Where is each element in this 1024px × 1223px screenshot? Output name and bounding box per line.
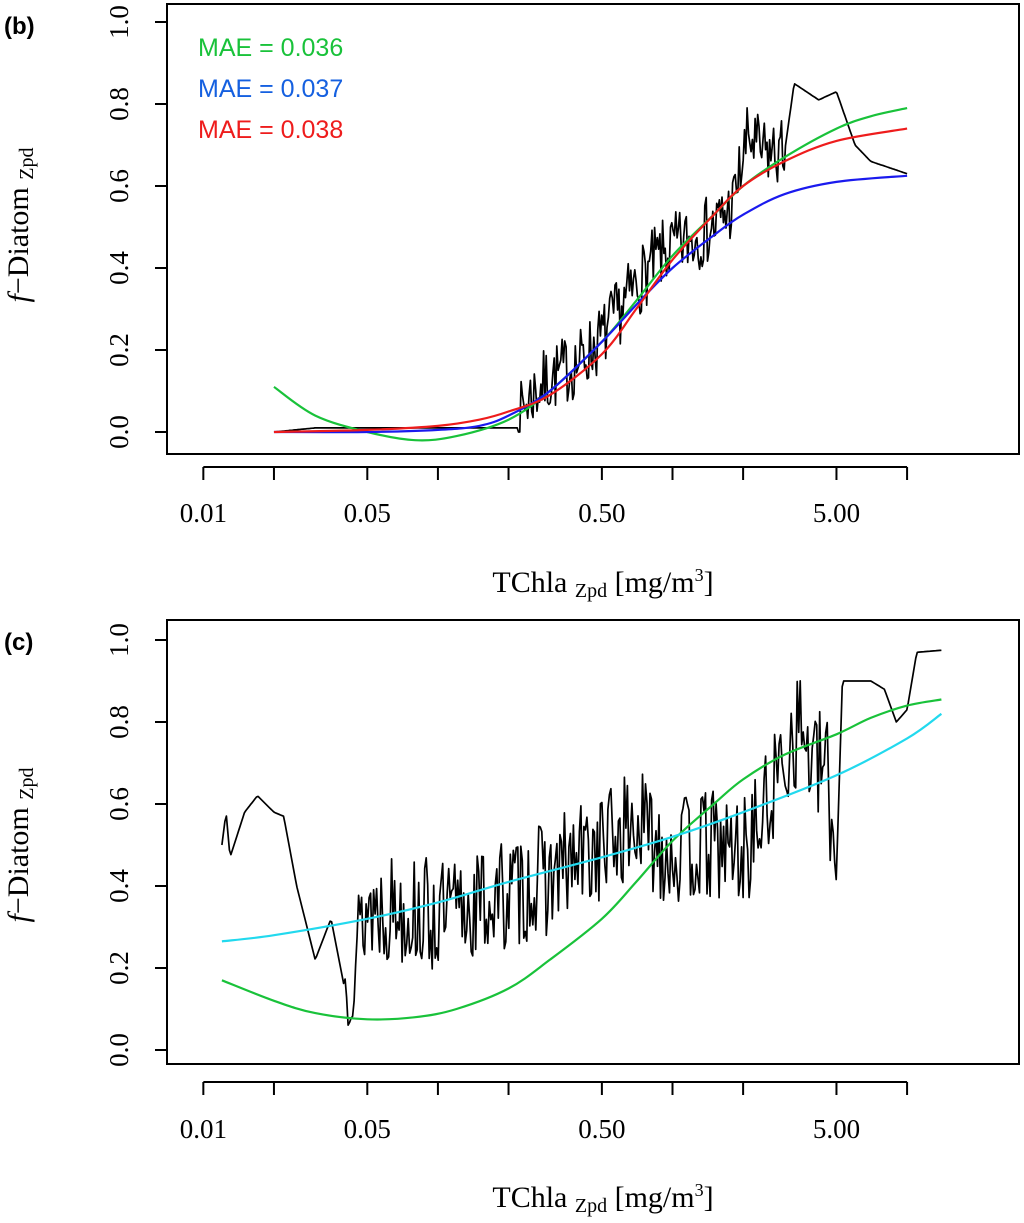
y-tick-label: 0.6 (104, 787, 134, 821)
y-tick-label: 1.0 (104, 5, 134, 39)
x-title-close: ] (704, 1181, 714, 1214)
x-axis: 0.01 0.05 0.50 5.00 (180, 1081, 909, 1144)
y-title-sub: Zpd (16, 148, 38, 180)
plot-area (273, 83, 908, 442)
x-title-main: TChla (492, 1181, 575, 1214)
series-line-fit-3 (273, 127, 908, 434)
x-title-sub: Zpd (575, 580, 607, 602)
y-axis-title: f−Diatom Zpd (2, 768, 38, 923)
panel-0: (b) 0.0 0.2 0.4 0.6 0.8 1.0 0.01 0.05 0.50 5.00 TCh… (2, 3, 1020, 602)
x-tick-label: 5.00 (813, 498, 860, 528)
y-tick-label: 1.0 (104, 623, 134, 657)
x-tick-label: 0.01 (180, 1114, 227, 1144)
x-title-sub: Zpd (575, 1195, 607, 1217)
x-axis: 0.01 0.05 0.50 5.00 (180, 466, 909, 528)
panel-label: (b) (4, 13, 35, 40)
y-tick-label: 0.6 (104, 169, 134, 203)
x-tick-label: 0.05 (344, 1114, 391, 1144)
mae-annotation: MAE = 0.036 (198, 34, 343, 62)
y-tick-label: 0.2 (104, 951, 134, 985)
x-title-close: ] (704, 566, 714, 599)
y-tick-label: 0.4 (104, 251, 134, 285)
x-tick-label: 0.50 (578, 1114, 625, 1144)
y-tick-label: 0.8 (104, 705, 134, 739)
series-line-observed (273, 83, 908, 433)
y-tick-label: 0.0 (104, 415, 134, 449)
series-line-fit-2 (221, 712, 943, 943)
series-line-fit-1 (221, 698, 942, 1021)
x-axis-title: TChla Zpd [mg/m3] (492, 565, 713, 602)
y-axis-title: f−Diatom Zpd (2, 148, 38, 303)
x-title-main: TChla (492, 566, 575, 599)
x-axis-title: TChla Zpd [mg/m3] (492, 1180, 713, 1217)
plot-area (221, 649, 943, 1026)
y-title-sub: Zpd (16, 768, 38, 800)
x-title-sup: 3 (695, 1180, 704, 1200)
x-tick-label: 0.01 (180, 498, 227, 528)
x-tick-label: 0.05 (344, 498, 391, 528)
plot-frame (166, 619, 1020, 1065)
mae-annotation: MAE = 0.038 (198, 116, 343, 144)
y-tick-label: 0.2 (104, 333, 134, 367)
panel-1: (c) 0.0 0.2 0.4 0.6 0.8 1.0 0.01 0.05 0.50 5.00 TCh… (2, 619, 1020, 1217)
y-axis: 0.0 0.2 0.4 0.6 0.8 1.0 (104, 5, 167, 449)
mae-annotation: MAE = 0.037 (198, 75, 343, 103)
plot-frame (166, 3, 1020, 455)
x-title-sup: 3 (695, 565, 704, 585)
x-tick-label: 0.50 (578, 498, 625, 528)
y-title-main: −Diatom (2, 800, 35, 914)
x-title-unit: [mg/m (607, 1181, 695, 1214)
x-title-unit: [mg/m (607, 566, 695, 599)
x-tick-label: 5.00 (813, 1114, 860, 1144)
y-axis: 0.0 0.2 0.4 0.6 0.8 1.0 (104, 623, 167, 1067)
series-line-observed (221, 649, 942, 1026)
panel-label: (c) (4, 629, 33, 656)
y-tick-label: 0.0 (104, 1033, 134, 1067)
series-line-fit-1 (273, 107, 908, 442)
y-tick-label: 0.4 (104, 869, 134, 903)
y-title-main: −Diatom (2, 180, 35, 294)
y-tick-label: 0.8 (104, 87, 134, 121)
series-line-fit-2 (273, 174, 908, 434)
